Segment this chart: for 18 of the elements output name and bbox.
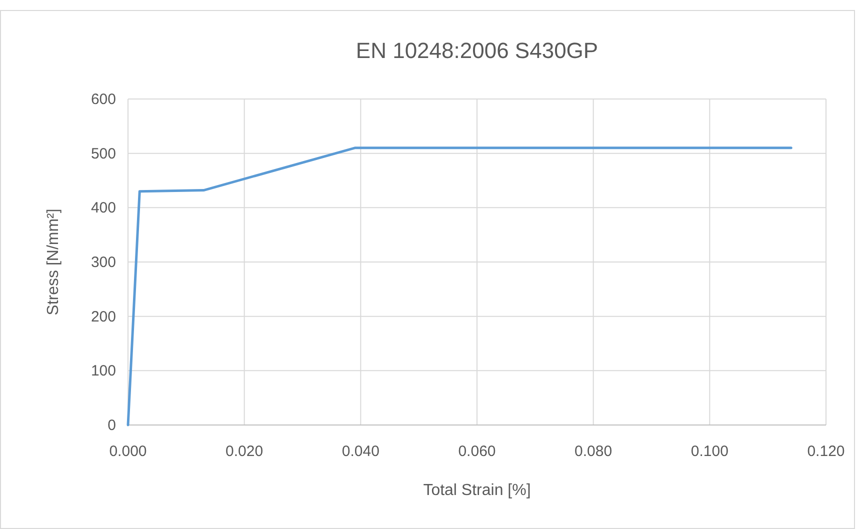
y-tick-label: 0 [108, 417, 116, 434]
x-tick-label: 0.080 [574, 443, 612, 460]
y-tick-label: 500 [90, 145, 116, 162]
y-tick-label: 400 [90, 200, 116, 217]
y-tick-label: 200 [90, 308, 116, 326]
y-tick-label: 100 [90, 362, 116, 380]
x-tick-label: 0.100 [690, 443, 728, 460]
x-axis-title: Total Strain [%] [423, 482, 531, 499]
x-tick-label: 0.060 [458, 443, 496, 460]
x-tick-label: 0.040 [342, 443, 380, 460]
y-axis-title: Stress [N/mm²] [45, 208, 62, 316]
y-tick-label: 300 [90, 254, 116, 271]
x-tick-label: 0.120 [807, 443, 845, 460]
line-series [126, 146, 792, 426]
chart-title: EN 10248:2006 S430GP [356, 38, 598, 63]
y-tick-label: 600 [90, 91, 116, 108]
x-tick-label: 0.020 [226, 443, 264, 460]
x-tick-label: 0.000 [109, 443, 147, 460]
